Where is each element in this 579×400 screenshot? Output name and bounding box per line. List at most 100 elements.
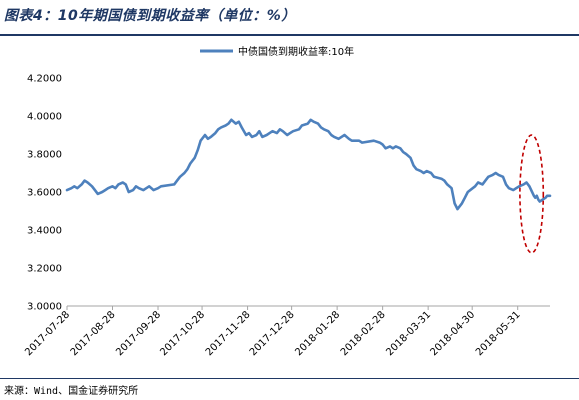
y-tick-label: 4.0000: [27, 112, 62, 123]
data-point: [484, 179, 486, 181]
data-point: [461, 202, 463, 204]
data-point: [266, 134, 268, 136]
data-point: [456, 208, 458, 210]
data-point: [420, 170, 422, 172]
data-point: [508, 187, 510, 189]
data-point: [101, 191, 103, 193]
data-point: [276, 132, 278, 134]
data-point: [104, 189, 106, 191]
y-axis-ticks: 4.2000 4.0000 3.8000 3.6000 3.4000 3.2000 3.00…: [27, 74, 62, 313]
data-point: [286, 134, 288, 136]
data-point: [495, 172, 497, 174]
data-point: [128, 191, 130, 193]
data-point: [502, 176, 504, 178]
x-tick-label: 2018-04-30: [428, 309, 477, 358]
data-point: [214, 132, 216, 134]
x-tick-label: 2018-05-31: [474, 309, 523, 358]
data-point: [317, 122, 319, 124]
line-chart: 中债国债到期收益率:10年 4.2000 4.0000 3.8000 3.6000 3.…: [23, 45, 552, 358]
data-point: [135, 185, 137, 187]
data-point: [173, 183, 175, 185]
data-point: [453, 202, 455, 204]
data-point: [114, 187, 116, 189]
data-point: [111, 185, 113, 187]
y-tick-label: 3.8000: [27, 150, 62, 161]
data-point: [415, 168, 417, 170]
data-point: [66, 189, 68, 191]
data-point: [505, 183, 507, 185]
y-tick-label: 3.0000: [27, 302, 62, 313]
data-point: [241, 126, 243, 128]
data-point: [379, 141, 381, 143]
data-point: [176, 179, 178, 181]
data-point: [433, 176, 435, 178]
data-point: [446, 183, 448, 185]
data-point: [327, 130, 329, 132]
data-point: [227, 122, 229, 124]
data-point: [426, 170, 428, 172]
data-point: [323, 128, 325, 130]
data-point: [148, 185, 150, 187]
data-point: [549, 195, 551, 197]
title-rule: [0, 34, 579, 36]
data-point: [518, 185, 520, 187]
data-point: [73, 185, 75, 187]
y-tick-label: 4.2000: [27, 74, 62, 85]
data-point: [389, 145, 391, 147]
data-point: [474, 185, 476, 187]
data-point: [125, 183, 127, 185]
legend-label: 中债国债到期收益率:10年: [238, 45, 354, 58]
data-point: [320, 126, 322, 128]
data-point: [292, 130, 294, 132]
data-point: [358, 140, 360, 142]
data-point: [117, 183, 119, 185]
data-point: [412, 164, 414, 166]
data-point: [405, 153, 407, 155]
data-point: [340, 136, 342, 138]
data-point: [402, 151, 404, 153]
data-point: [440, 178, 442, 180]
data-point: [97, 193, 99, 195]
x-tick-label: 2017-11-28: [204, 309, 253, 358]
data-point: [384, 147, 386, 149]
data-point: [534, 197, 536, 199]
data-point: [298, 128, 300, 130]
data-point: [392, 147, 394, 149]
data-point: [186, 168, 188, 170]
highlight-ellipse: [519, 134, 545, 254]
data-point: [512, 189, 514, 191]
data-point: [91, 185, 93, 187]
data-point: [86, 181, 88, 183]
data-point: [467, 191, 469, 193]
data-point: [301, 124, 303, 126]
x-tick-label: 2017-07-28: [23, 309, 72, 358]
data-point: [160, 185, 162, 187]
data-point: [522, 183, 524, 185]
data-point: [245, 134, 247, 136]
data-point: [487, 176, 489, 178]
data-point: [83, 179, 85, 181]
data-point: [258, 130, 260, 132]
data-point: [224, 124, 226, 126]
data-point: [351, 140, 353, 142]
series-points: [66, 119, 551, 211]
data-point: [157, 187, 159, 189]
data-point: [179, 176, 181, 178]
data-point: [354, 140, 356, 142]
data-point: [152, 189, 154, 191]
data-point: [477, 181, 479, 183]
data-point: [381, 143, 383, 145]
data-point: [279, 128, 281, 130]
data-point: [348, 138, 350, 140]
x-tick-label: 2017-09-28: [114, 309, 163, 358]
data-point: [230, 119, 232, 121]
data-point: [271, 130, 273, 132]
y-tick-label: 3.2000: [27, 264, 62, 275]
series-line: [65, 118, 552, 211]
data-point: [423, 172, 425, 174]
data-point: [312, 121, 314, 123]
data-point: [70, 187, 72, 189]
figure-source: 来源：Wind、国金证券研究所: [4, 386, 139, 397]
data-point: [235, 122, 237, 124]
